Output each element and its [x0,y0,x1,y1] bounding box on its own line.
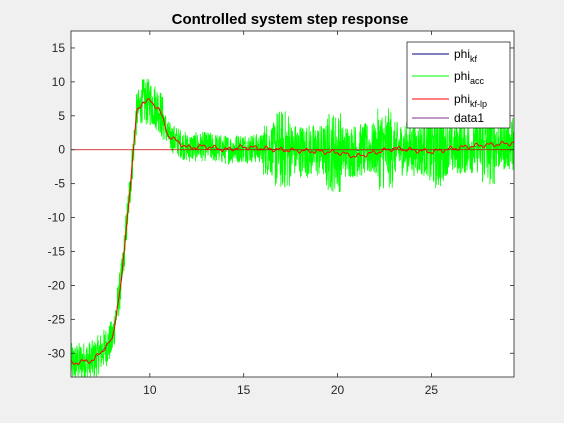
y-tick-label: -30 [48,346,66,360]
axes-box [70,30,515,378]
x-tick-label: 10 [143,383,157,397]
legend-label: phiacc [454,69,485,86]
y-tick-label: 10 [52,75,66,89]
series-acc-line [71,78,514,377]
ticks-layer: 10 15 20 25 15 10 5 0 -5 -10 -15 -20 -25 -30 [48,31,514,397]
y-tick-label: 15 [52,41,66,55]
y-tick-label: -15 [48,244,66,258]
legend: phikf phiacc phikf-lp data1 [406,41,511,129]
y-tick-label: -25 [48,312,66,326]
x-tick-label: 20 [331,383,345,397]
legend-box [406,41,511,129]
x-tick-label: 25 [425,383,439,397]
y-tick-label: -5 [54,177,65,191]
y-tick-label: 0 [58,143,65,157]
legend-label: phikf [454,47,478,64]
chart-title: Controlled system step response [172,11,409,28]
y-tick-label: 5 [58,109,65,123]
legend-label: phikf-lp [454,92,487,109]
x-tick-label: 15 [237,383,251,397]
y-tick-label: -20 [48,278,66,292]
series-layer [71,78,514,377]
y-tick-label: -10 [48,211,66,225]
legend-label: data1 [454,111,484,125]
